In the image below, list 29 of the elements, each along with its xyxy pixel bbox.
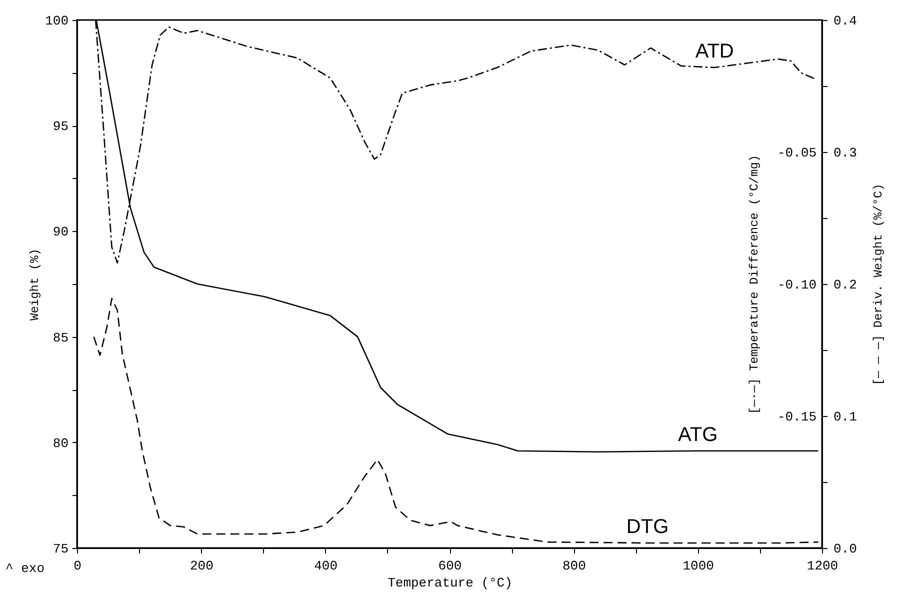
x-tick-label: 800 — [562, 558, 586, 574]
y-tick-label: 80 — [52, 436, 68, 451]
x-tick-label: 200 — [190, 558, 214, 574]
x-tick-label: 0 — [74, 558, 82, 574]
y3-axis-title: [— — —] Deriv. Weight (%/°C) — [872, 184, 886, 386]
y2-tick-label: -0.10 — [777, 278, 816, 292]
y3-tick-label: 0.3 — [834, 146, 857, 160]
y3-tick-label: 0.2 — [834, 278, 857, 292]
series-label: ATG — [678, 424, 718, 446]
y-tick-label: 85 — [52, 330, 68, 346]
text: ^ exo — [5, 561, 45, 576]
x-tick-label: 400 — [314, 558, 338, 574]
y3-tick-label: 0.0 — [834, 542, 857, 556]
series-label: DTG — [626, 516, 669, 538]
x-tick-label: 1200 — [806, 558, 838, 574]
y2-tick-label: -0.05 — [777, 146, 816, 160]
series-label: ATD — [695, 40, 734, 63]
x-tick-label: 1000 — [682, 558, 714, 574]
y2-tick-label: -0.15 — [777, 410, 816, 424]
y-tick-label: 95 — [52, 119, 68, 134]
x-tick-label: 600 — [438, 558, 462, 574]
y2-axis-title: [—·—] Temperature Difference (°C/mg) — [748, 154, 762, 414]
y-axis-title: Weight (%) — [28, 248, 42, 321]
y-tick-label: 100 — [45, 14, 68, 28]
y3-tick-label: 0.1 — [834, 410, 858, 424]
y-tick-label: 75 — [52, 542, 68, 556]
y-tick-label: 90 — [52, 224, 68, 240]
x-axis-title: Temperature (°C) — [388, 576, 512, 590]
y3-tick-label: 0.4 — [834, 14, 858, 28]
